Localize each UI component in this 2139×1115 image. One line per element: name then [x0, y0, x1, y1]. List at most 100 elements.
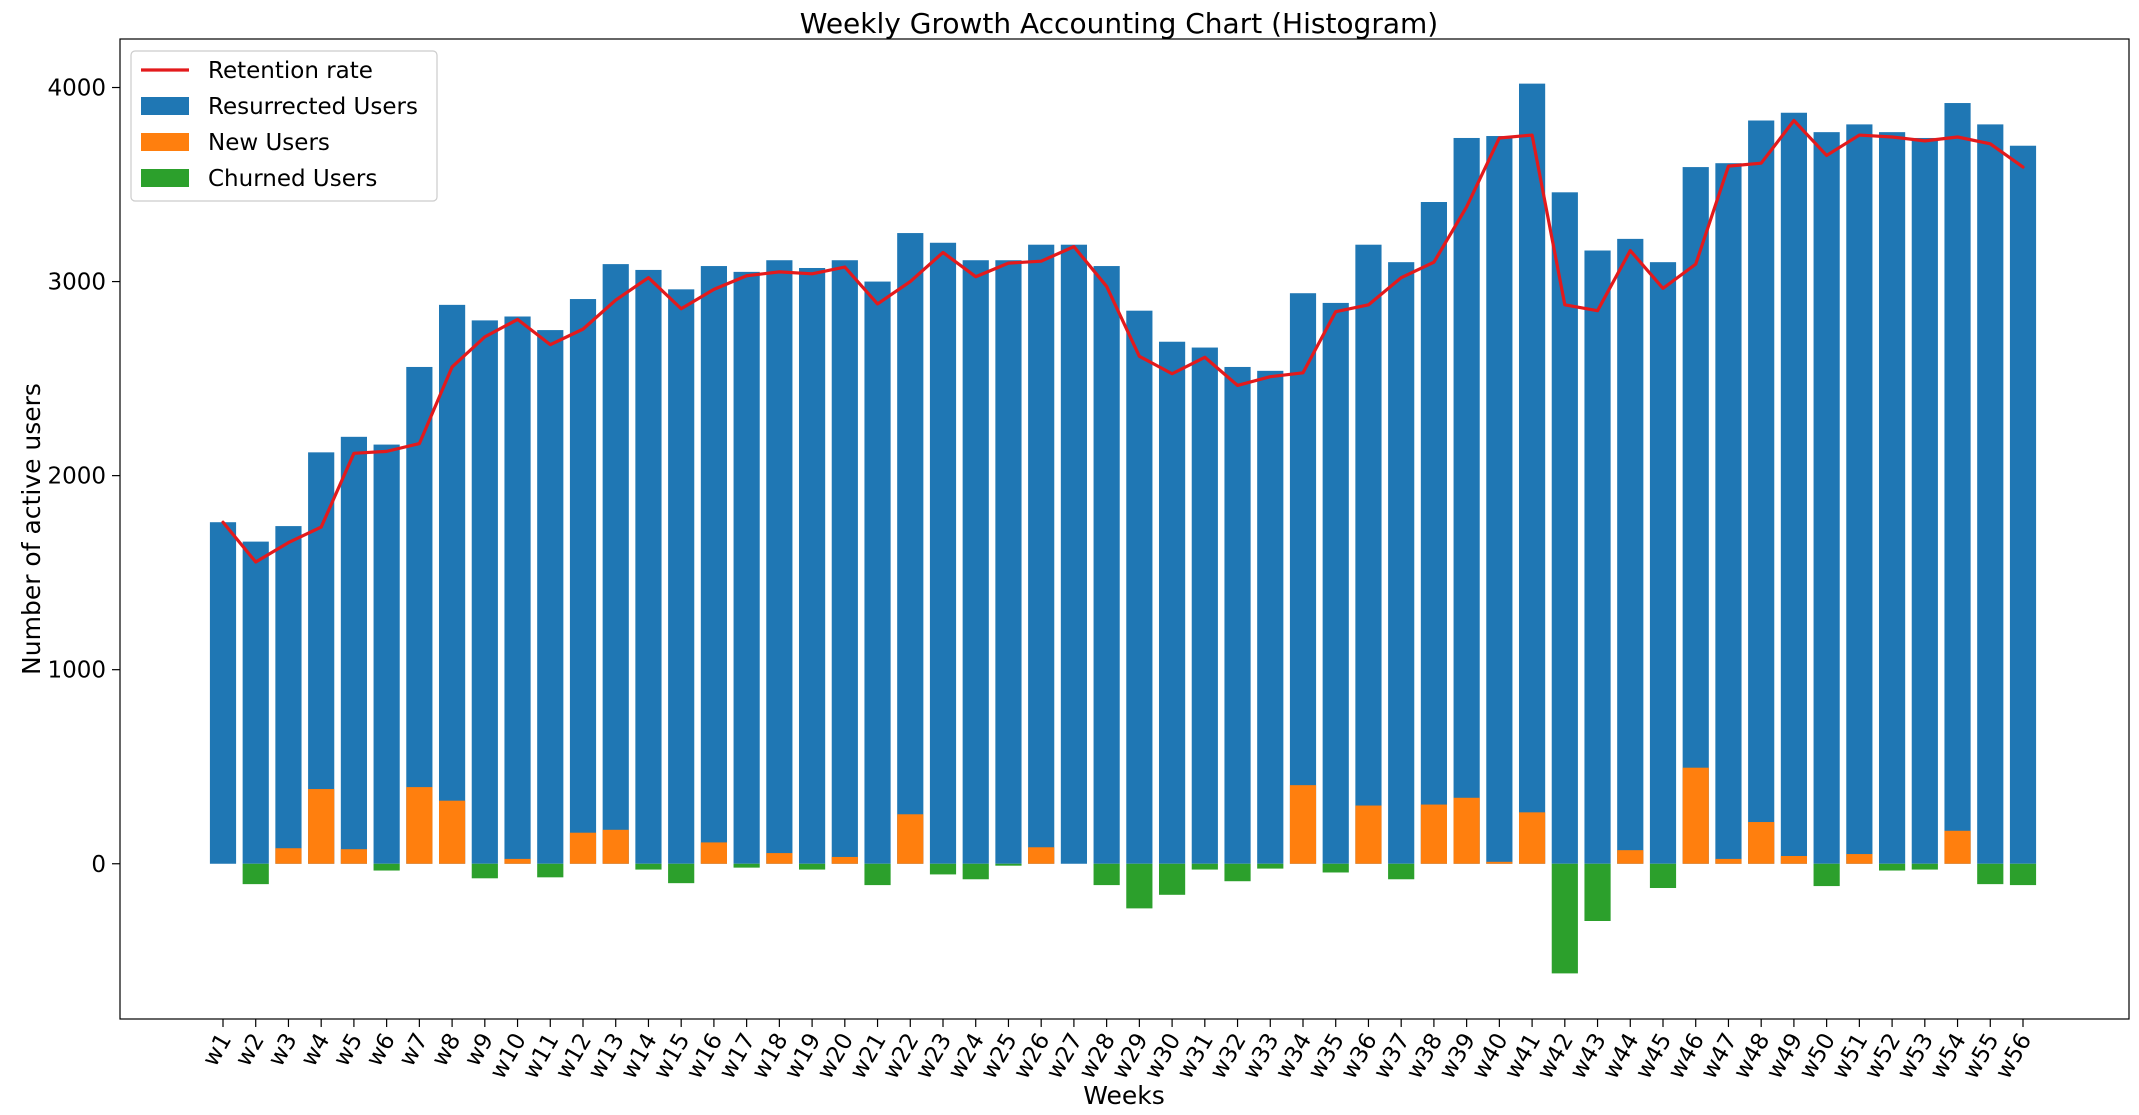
new-users-bar [1355, 805, 1382, 864]
x-tick-label: w8 [427, 1029, 466, 1071]
resurrected-users-bar [275, 526, 302, 864]
resurrected-users-bar [1617, 238, 1644, 864]
chart-title: Weekly Growth Accounting Chart (Histogra… [800, 7, 1438, 40]
resurrected-users-bar [1028, 244, 1055, 864]
x-tick-label: w2 [231, 1029, 270, 1071]
new-users-bar [1486, 861, 1513, 864]
legend: Retention rate Resurrected Users New Users… [130, 50, 438, 202]
resurrected-users-bar [1224, 366, 1251, 864]
y-tick-label: 2000 [47, 464, 106, 490]
resurrected-users-bar [700, 266, 727, 864]
resurrected-users-bar [1715, 163, 1742, 864]
legend-items: Retention rate Resurrected Users New Users… [141, 58, 418, 192]
churned-users-bar [1159, 863, 1186, 895]
resurrected-users-bar [897, 233, 924, 864]
new-users-bar [700, 842, 727, 864]
resurrected-users-bar [766, 260, 793, 864]
resurrected-users-bar [799, 267, 826, 864]
resurrected-users-bar [635, 269, 662, 864]
churned-users-bar [1813, 863, 1840, 887]
resurrected-users-bar [1453, 137, 1480, 864]
resurrected-users-bar [1322, 302, 1349, 864]
resurrected-users-bar [962, 260, 989, 864]
retention-rate-line [221, 118, 2025, 564]
resurrected-users-bar [1944, 103, 1971, 864]
churned-users-bar [1093, 863, 1120, 886]
y-tick-label: 1000 [47, 658, 106, 684]
bars-layer [209, 83, 2037, 974]
churned-users-bar [995, 863, 1022, 866]
resurrected-users-bar [504, 316, 531, 864]
churned-users-bar [864, 863, 891, 886]
legend-swatch-churned-users [141, 169, 189, 187]
new-users-bar [406, 787, 433, 864]
legend-label-retention-rate: Retention rate [208, 58, 373, 84]
churned-users-bar [1388, 863, 1415, 880]
y-axis-label: Number of active users [17, 383, 46, 675]
resurrected-users-bar [471, 320, 498, 864]
resurrected-users-bar [1257, 370, 1284, 864]
churned-users-bar [1224, 863, 1251, 882]
legend-swatch-new-users [141, 133, 189, 151]
new-users-bar [308, 789, 335, 864]
x-tick-label: w56 [1991, 1029, 2038, 1084]
resurrected-users-bar [209, 522, 237, 864]
resurrected-users-bar [831, 260, 858, 864]
resurrected-users-bar [668, 289, 695, 864]
new-users-bar [1715, 858, 1742, 864]
resurrected-users-bar [1911, 137, 1938, 864]
resurrected-users-bar [242, 541, 269, 864]
resurrected-users-bar [1388, 262, 1415, 864]
churned-users-bar [2009, 863, 2037, 886]
churned-users-bar [537, 863, 564, 878]
resurrected-users-bar [1879, 132, 1906, 864]
churned-users-bar [962, 863, 989, 880]
new-users-bar [439, 800, 466, 864]
churned-users-bar [1584, 863, 1611, 921]
new-users-bar [602, 829, 629, 864]
new-users-bar [1780, 855, 1807, 864]
new-users-bar [831, 856, 858, 864]
axes-frame [119, 38, 2130, 1020]
resurrected-users-bar [1191, 347, 1218, 864]
resurrected-users-bar [1289, 293, 1317, 864]
y-tick-label: 0 [91, 852, 106, 878]
new-users-bar [897, 814, 924, 864]
resurrected-users-bar [1813, 132, 1840, 864]
new-users-bar [1519, 812, 1546, 864]
new-users-bar [504, 858, 531, 864]
x-tick-label: w4 [296, 1029, 335, 1071]
resurrected-users-bar [1977, 124, 2004, 864]
new-users-bar [1846, 854, 1873, 864]
retention-line-layer [221, 118, 2025, 564]
churned-users-bar [242, 863, 269, 885]
new-users-bar [1289, 785, 1317, 864]
new-users-bar [1420, 804, 1447, 864]
new-users-bar [569, 832, 597, 864]
resurrected-users-bar [733, 271, 760, 864]
x-axis-label: Weeks [1083, 1081, 1165, 1110]
legend-label-churned-users: Churned Users [208, 166, 377, 192]
resurrected-users-bar [1584, 250, 1611, 864]
x-axis-ticks: w1w2w3w4w5w6w7w8w9w10w11w12w13w14w15w16w… [198, 1019, 2037, 1084]
resurrected-users-bar [1355, 244, 1382, 864]
churned-users-bar [1191, 863, 1218, 870]
resurrected-users-bar [1060, 244, 1087, 864]
y-tick-label: 3000 [47, 270, 106, 296]
resurrected-users-bar [537, 330, 564, 864]
churned-users-bar [1322, 863, 1349, 873]
resurrected-users-bar [1780, 112, 1807, 864]
resurrected-users-bar [340, 436, 367, 864]
churned-users-bar [733, 863, 760, 868]
resurrected-users-bar [439, 304, 466, 864]
resurrected-users-bar [1519, 83, 1546, 864]
churned-users-bar [1551, 863, 1578, 974]
churned-users-bar [1977, 863, 2004, 885]
churned-users-bar [1257, 863, 1284, 869]
legend-swatch-resurrected-users [141, 97, 189, 115]
churned-users-bar [471, 863, 498, 879]
churned-users-bar [668, 863, 695, 884]
y-tick-label: 4000 [47, 76, 106, 102]
new-users-bar [1617, 850, 1644, 864]
